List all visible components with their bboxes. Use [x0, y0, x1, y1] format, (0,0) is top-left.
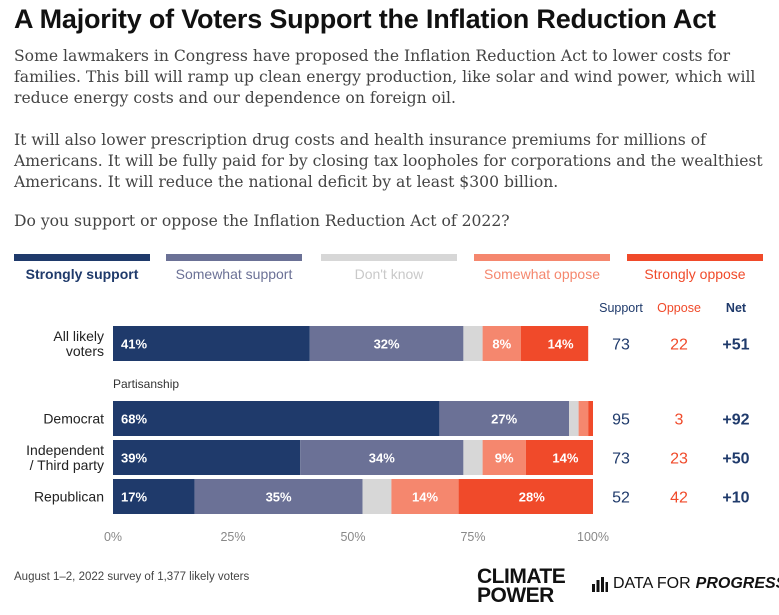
bar-segment	[113, 440, 301, 475]
support-value: 52	[612, 490, 630, 507]
bar-data-label: 32%	[374, 337, 400, 352]
support-value: 73	[612, 337, 630, 354]
net-value: +92	[722, 412, 749, 429]
legend-label-1: Somewhat support	[176, 266, 293, 282]
stacked-bar-chart: Strongly support Somewhat support Don't kn…	[14, 254, 763, 544]
bar-data-label: 27%	[491, 412, 517, 427]
bar-segment	[482, 440, 526, 475]
legend-label-4: Strongly oppose	[644, 266, 745, 282]
legend-swatch-1	[166, 254, 302, 261]
net-value: +10	[722, 490, 749, 507]
support-value: 95	[612, 412, 630, 429]
oppose-value: 22	[670, 337, 688, 354]
bar-data-label: 28%	[519, 490, 545, 505]
x-tick-label: 0%	[104, 530, 122, 544]
data-for-progress-logo: DATA FOR PROGRESS	[592, 575, 779, 593]
page-title: A Majority of Voters Support the Inflati…	[14, 4, 716, 34]
oppose-value: 42	[670, 490, 688, 507]
bar-data-label: 35%	[266, 490, 292, 505]
support-value: 73	[612, 451, 630, 468]
bar-data-label: 14%	[552, 451, 578, 466]
x-tick-label: 75%	[460, 530, 485, 544]
bar-segment	[362, 479, 392, 514]
net-value: +51	[722, 337, 749, 354]
bar-segment	[578, 401, 589, 436]
summary-header-1: Oppose	[657, 301, 701, 315]
intro-paragraph-1: Some lawmakers in Congress have proposed…	[14, 47, 756, 107]
x-tick-label: 25%	[220, 530, 245, 544]
bar-segment	[113, 401, 440, 436]
legend-swatch-3	[474, 254, 610, 261]
x-tick-label: 100%	[577, 530, 609, 544]
bar-data-label: 39%	[121, 451, 147, 466]
legend-label-2: Don't know	[355, 266, 425, 282]
category-label-1: Democrat	[43, 411, 104, 427]
summary-header-0: Support	[599, 301, 643, 315]
group-label: Partisanship	[113, 377, 179, 391]
oppose-value: 23	[670, 451, 688, 468]
bar-data-label: 68%	[121, 412, 147, 427]
bar-segment	[482, 326, 521, 361]
dfp-logo-suffix: PROGRESS	[695, 575, 779, 592]
category-label-0: All likely voters	[53, 328, 104, 359]
bar-segment	[588, 401, 593, 436]
category-label-2: Independent / Third party	[26, 442, 104, 473]
bar-data-label: 17%	[121, 490, 147, 505]
bar-segment	[525, 440, 593, 475]
summary-header-2: Net	[726, 301, 747, 315]
legend-label-3: Somewhat oppose	[484, 266, 600, 282]
legend-swatch-4	[627, 254, 763, 261]
net-value: +50	[722, 451, 749, 468]
bar-segment	[309, 326, 464, 361]
climate-power-logo-line1: CLIMATE	[477, 565, 566, 588]
intro-paragraph-2: It will also lower prescription drug cos…	[14, 131, 763, 191]
bar-segment	[300, 440, 464, 475]
bar-segment	[439, 401, 569, 436]
legend-swatch-2	[321, 254, 457, 261]
bar-data-label: 14%	[548, 337, 574, 352]
bar-segment	[113, 326, 310, 361]
survey-note: August 1–2, 2022 survey of 1,377 likely …	[14, 571, 250, 583]
x-tick-label: 50%	[340, 530, 365, 544]
bar-data-label: 9%	[495, 451, 514, 466]
legend-swatch-0	[14, 254, 150, 261]
bar-segment	[569, 401, 579, 436]
category-label-3: Republican	[34, 489, 104, 505]
dfp-logo-prefix: DATA FOR	[613, 575, 691, 592]
bar-segment	[521, 326, 589, 361]
bar-segment	[463, 326, 483, 361]
bar-segment	[458, 479, 593, 514]
bar-segment	[463, 440, 483, 475]
bar-segment	[113, 479, 195, 514]
bar-data-label: 34%	[369, 451, 395, 466]
bar-segment	[391, 479, 459, 514]
climate-power-logo-line2: POWER	[477, 584, 554, 607]
bar-data-label: 14%	[412, 490, 438, 505]
climate-power-logo: CLIMATE POWER	[477, 565, 566, 607]
legend-label-0: Strongly support	[26, 266, 139, 282]
oppose-value: 3	[675, 412, 684, 429]
bar-segment	[194, 479, 363, 514]
bar-chart-icon	[592, 576, 608, 592]
bar-data-label: 8%	[492, 337, 511, 352]
survey-question: Do you support or oppose the Inflation R…	[14, 212, 510, 230]
bar-data-label: 41%	[121, 337, 147, 352]
